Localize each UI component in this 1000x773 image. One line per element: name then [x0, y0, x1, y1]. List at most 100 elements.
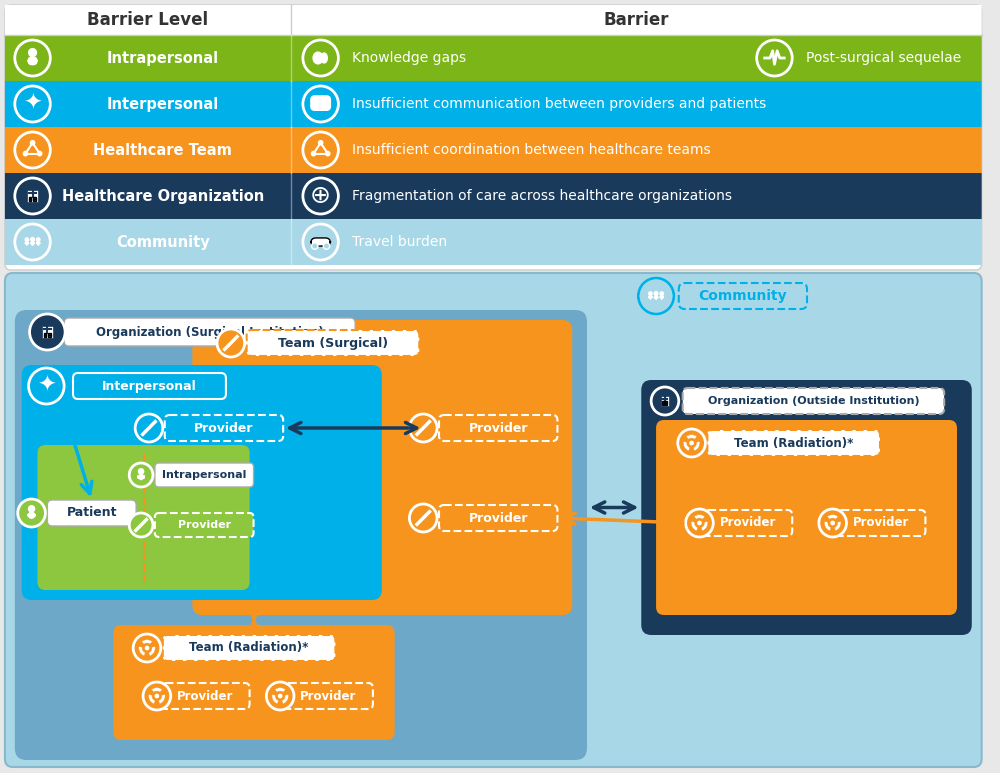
- Text: Intrapersonal: Intrapersonal: [162, 470, 246, 480]
- Circle shape: [37, 238, 40, 241]
- Wedge shape: [827, 515, 838, 519]
- Circle shape: [757, 40, 792, 76]
- FancyBboxPatch shape: [654, 295, 658, 299]
- FancyBboxPatch shape: [837, 510, 925, 536]
- FancyBboxPatch shape: [192, 320, 572, 615]
- FancyBboxPatch shape: [64, 318, 355, 346]
- FancyBboxPatch shape: [660, 295, 663, 298]
- FancyBboxPatch shape: [33, 199, 36, 201]
- FancyBboxPatch shape: [25, 241, 28, 245]
- Circle shape: [15, 40, 50, 76]
- Circle shape: [409, 414, 437, 442]
- FancyBboxPatch shape: [311, 238, 330, 246]
- FancyBboxPatch shape: [27, 189, 38, 203]
- FancyBboxPatch shape: [656, 420, 957, 615]
- Wedge shape: [159, 695, 165, 704]
- Circle shape: [323, 243, 330, 249]
- Circle shape: [654, 291, 658, 295]
- FancyBboxPatch shape: [439, 505, 557, 531]
- Circle shape: [409, 504, 437, 532]
- FancyBboxPatch shape: [5, 81, 982, 127]
- Wedge shape: [694, 515, 705, 519]
- FancyBboxPatch shape: [5, 35, 982, 81]
- Circle shape: [15, 178, 50, 214]
- Circle shape: [145, 646, 149, 649]
- Circle shape: [303, 40, 338, 76]
- FancyBboxPatch shape: [5, 173, 982, 219]
- FancyBboxPatch shape: [113, 625, 395, 740]
- FancyBboxPatch shape: [37, 241, 40, 245]
- Circle shape: [129, 513, 153, 537]
- Wedge shape: [149, 646, 155, 656]
- Circle shape: [30, 141, 35, 145]
- Circle shape: [29, 368, 64, 404]
- Wedge shape: [701, 522, 708, 531]
- Text: Healthcare Organization: Healthcare Organization: [62, 189, 264, 203]
- Text: Provider: Provider: [720, 516, 776, 530]
- FancyBboxPatch shape: [155, 513, 254, 537]
- Wedge shape: [683, 441, 690, 451]
- Text: Community: Community: [116, 234, 210, 250]
- Circle shape: [279, 694, 282, 698]
- FancyBboxPatch shape: [665, 401, 667, 403]
- FancyBboxPatch shape: [661, 396, 669, 406]
- FancyBboxPatch shape: [44, 332, 46, 335]
- Circle shape: [143, 682, 171, 710]
- Text: Organization (Outside Institution): Organization (Outside Institution): [708, 396, 919, 406]
- FancyBboxPatch shape: [703, 510, 792, 536]
- FancyBboxPatch shape: [22, 365, 382, 600]
- Text: Travel burden: Travel burden: [352, 235, 447, 249]
- Circle shape: [698, 521, 701, 525]
- Wedge shape: [272, 695, 279, 704]
- Wedge shape: [686, 434, 697, 439]
- Text: Post-surgical sequelae: Post-surgical sequelae: [806, 51, 961, 65]
- FancyBboxPatch shape: [29, 199, 31, 201]
- Circle shape: [15, 132, 50, 168]
- FancyBboxPatch shape: [42, 325, 53, 339]
- FancyBboxPatch shape: [662, 401, 664, 403]
- FancyBboxPatch shape: [33, 196, 36, 199]
- FancyBboxPatch shape: [138, 475, 144, 479]
- FancyBboxPatch shape: [5, 127, 982, 173]
- Circle shape: [217, 329, 245, 357]
- Circle shape: [18, 499, 45, 527]
- Ellipse shape: [313, 52, 323, 64]
- Text: Team (Radiation)*: Team (Radiation)*: [189, 642, 309, 655]
- Circle shape: [129, 463, 153, 487]
- Text: Interpersonal: Interpersonal: [107, 97, 219, 111]
- Circle shape: [303, 132, 338, 168]
- Circle shape: [266, 682, 294, 710]
- Text: Healthcare Team: Healthcare Team: [93, 142, 232, 158]
- FancyBboxPatch shape: [707, 430, 880, 456]
- FancyBboxPatch shape: [641, 380, 972, 635]
- FancyBboxPatch shape: [15, 310, 587, 760]
- Circle shape: [325, 244, 328, 248]
- Wedge shape: [139, 646, 145, 656]
- Circle shape: [319, 141, 323, 145]
- Text: Provider: Provider: [178, 520, 231, 530]
- Circle shape: [31, 237, 34, 241]
- Wedge shape: [282, 695, 288, 704]
- Circle shape: [660, 292, 663, 295]
- Text: Patient: Patient: [67, 506, 117, 519]
- Wedge shape: [693, 441, 700, 451]
- Circle shape: [29, 506, 35, 512]
- FancyBboxPatch shape: [37, 445, 250, 590]
- Text: ✦: ✦: [23, 94, 42, 114]
- Text: ⊕: ⊕: [310, 184, 331, 208]
- Text: Fragmentation of care across healthcare organizations: Fragmentation of care across healthcare …: [352, 189, 732, 203]
- Circle shape: [312, 243, 318, 249]
- Text: Provider: Provider: [177, 690, 233, 703]
- Text: Provider: Provider: [853, 516, 909, 530]
- Text: ✦: ✦: [37, 376, 56, 396]
- Wedge shape: [824, 522, 831, 531]
- Text: Provider: Provider: [468, 421, 528, 434]
- Text: Team (Radiation)*: Team (Radiation)*: [734, 437, 853, 450]
- Circle shape: [15, 224, 50, 260]
- Circle shape: [303, 224, 338, 260]
- FancyBboxPatch shape: [247, 330, 419, 356]
- Circle shape: [326, 152, 330, 156]
- Circle shape: [819, 509, 846, 537]
- Wedge shape: [152, 688, 162, 693]
- Circle shape: [30, 314, 65, 350]
